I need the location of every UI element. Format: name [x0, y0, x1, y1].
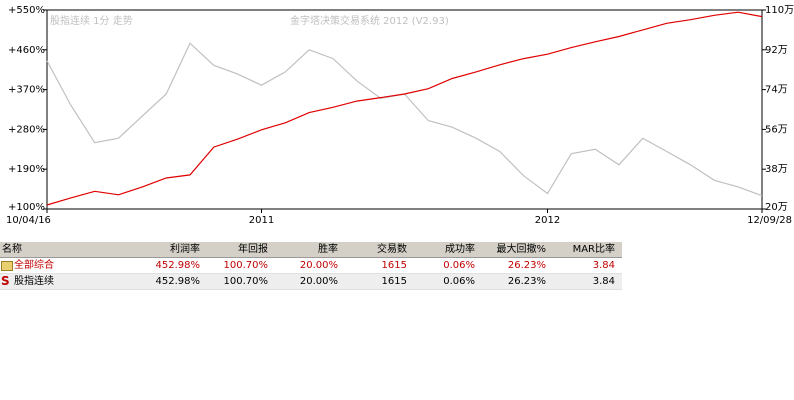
table-cell: 1615 — [381, 260, 407, 271]
chart: 股指连续 1分 走势 金字塔决策交易系统 2012 (V2.93) +100% +… — [6, 5, 794, 226]
table-cell: 年回报 — [238, 244, 268, 255]
table-cell: 100.70% — [223, 260, 269, 271]
table-cell: 1615 — [381, 276, 407, 287]
table-row: 全部综合 452.98% 100.70% 20.00% 1615 0.06% 26.23% 3… — [0, 258, 622, 274]
table-cell: 全部综合 — [14, 260, 54, 271]
plot-frame — [46, 9, 763, 210]
y-tick-label: +460% — [8, 45, 45, 56]
y2-tick-label: 110万 — [765, 5, 794, 16]
table-cell: 3.84 — [592, 276, 615, 287]
table-cell: 名称 — [2, 244, 22, 255]
table-header: 名称 利润率 年回报 胜率 交易数 成功率 最大回撤% MAR比率 — [0, 242, 622, 258]
table-cell: 最大回撤% — [496, 244, 546, 255]
y-tick-label: +280% — [8, 124, 45, 135]
y2-tick-label: 56万 — [765, 124, 788, 135]
x-tick-label: 10/04/16 — [6, 215, 51, 226]
stats-table: 名称 利润率 年回报 胜率 交易数 成功率 最大回撤% MAR比率全部综合 452.98% 100… — [0, 242, 622, 290]
y2-tick-label: 38万 — [765, 164, 788, 175]
chart-subtitle: 金字塔决策交易系统 2012 (V2.93) — [290, 14, 449, 27]
table-cell: 0.06% — [443, 276, 475, 287]
x-tick-label: 12/09/28 — [747, 215, 792, 226]
table-cell: 20.00% — [299, 260, 338, 271]
table-cell: 利润率 — [170, 244, 200, 255]
table-cell: 100.70% — [223, 276, 269, 287]
y-tick-label: +370% — [8, 85, 45, 96]
chart-title: 股指连续 1分 走势 — [50, 14, 133, 27]
series-line — [46, 11, 763, 206]
table-cell: 26.23% — [507, 276, 546, 287]
table-cell: 交易数 — [377, 244, 407, 255]
y-tick-label: +190% — [8, 164, 45, 175]
table-cell: 胜率 — [318, 244, 338, 255]
y-tick-label: +100% — [8, 202, 45, 213]
folder-icon — [1, 261, 13, 271]
table-cell: 26.23% — [507, 260, 546, 271]
x-tick-label: 2012 — [535, 215, 560, 226]
table-cell: 452.98% — [155, 260, 201, 271]
strategy-icon: S — [1, 274, 10, 288]
x-tick-label: 2011 — [249, 215, 274, 226]
table-cell: MAR比率 — [572, 244, 615, 255]
table-row: S 股指连续 452.98% 100.70% 20.00% 1615 0.06% 26.23%… — [0, 274, 622, 290]
table-cell: 股指连续 — [14, 276, 54, 287]
table-cell: 0.06% — [443, 260, 475, 271]
table-cell: 3.84 — [592, 260, 615, 271]
y2-tick-label: 20万 — [765, 202, 788, 213]
table-cell: 20.00% — [299, 276, 338, 287]
y-tick-label: +550% — [8, 5, 45, 16]
table-cell: 成功率 — [445, 244, 475, 255]
table-cell: 452.98% — [155, 276, 201, 287]
y2-tick-label: 74万 — [765, 85, 788, 96]
y2-tick-label: 92万 — [765, 45, 788, 56]
